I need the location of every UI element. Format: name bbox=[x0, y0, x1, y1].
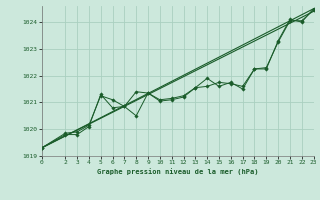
X-axis label: Graphe pression niveau de la mer (hPa): Graphe pression niveau de la mer (hPa) bbox=[97, 168, 258, 175]
